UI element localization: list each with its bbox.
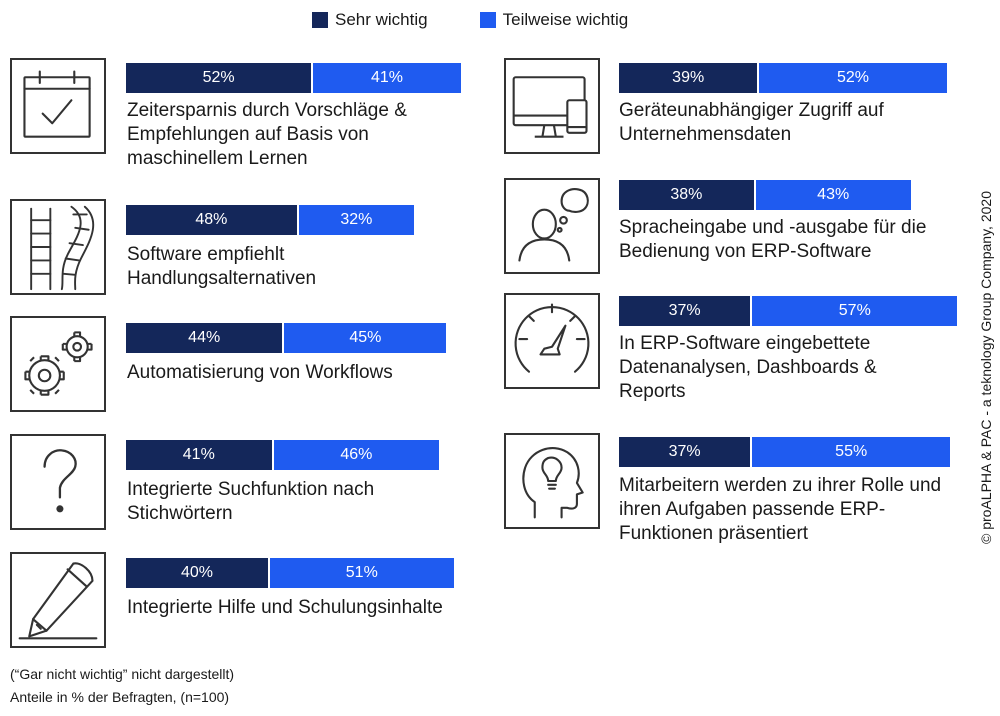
head-bulb-icon: [504, 433, 600, 529]
bar-row: 37% 55%: [619, 437, 951, 467]
legend-item-teilweise: Teilweise wichtig: [479, 10, 629, 30]
bar-segment-teilweise: 45%: [284, 323, 447, 353]
ladder-path-icon: [10, 199, 106, 295]
item-label: Zeitersparnis durch Vorschläge & Empfehl…: [127, 100, 407, 169]
legend: Sehr wichtig Teilweise wichtig: [312, 10, 680, 30]
bar-segment-sehr: 37%: [619, 296, 753, 326]
bar-segment-teilweise: 43%: [755, 180, 911, 210]
bar-segment-sehr: 41%: [126, 440, 274, 470]
bar-row: 38% 43%: [619, 180, 911, 210]
person-speech-icon: [504, 178, 600, 274]
bar-segment-sehr: 48%: [126, 205, 299, 235]
monitor-phone-icon: [504, 58, 600, 154]
bar-segment-sehr: 40%: [126, 558, 270, 588]
item-label: Geräteunabhängiger Zugriff auf Unternehm…: [619, 100, 884, 145]
legend-item-sehr: Sehr wichtig: [312, 10, 428, 30]
footnote-sample: Anteile in % der Befragten, (n=100): [10, 689, 230, 705]
item-label: Integrierte Suchfunktion nach Stichwörte…: [127, 479, 375, 524]
item-label: Mitarbeitern werden zu ihrer Rolle und i…: [619, 475, 942, 544]
item-label: Integrierte Hilfe und Schulungsinhalte: [127, 597, 443, 618]
item-label: Automatisierung von Workflows: [127, 362, 393, 383]
bar-segment-teilweise: 52%: [759, 63, 947, 93]
bar-segment-sehr: 52%: [126, 63, 314, 93]
bar-row: 40% 51%: [126, 558, 454, 588]
question-mark-icon: [10, 434, 106, 530]
calendar-check-icon: [10, 58, 106, 154]
footnote-not-shown: (“Gar nicht wichtig” nicht dargestellt): [10, 666, 235, 682]
bar-segment-sehr: 44%: [126, 323, 285, 353]
item-label: Spracheingabe und -ausgabe für die Bedie…: [619, 217, 927, 262]
pencil-icon: [10, 552, 106, 648]
item-label: In ERP-Software eingebettete Datenanalys…: [619, 333, 877, 402]
bar-segment-teilweise: 41%: [313, 63, 461, 93]
bar-row: 41% 46%: [126, 440, 440, 470]
copyright-note: © proALPHA & PAC - a teknology Group Com…: [978, 191, 994, 544]
bar-segment-teilweise: 57%: [752, 296, 958, 326]
bar-segment-teilweise: 51%: [270, 558, 454, 588]
bar-row: 39% 52%: [619, 63, 947, 93]
bar-row: 48% 32%: [126, 205, 414, 235]
legend-label-teilweise: Teilweise wichtig: [502, 10, 629, 29]
gauge-icon: [504, 293, 600, 389]
bar-row: 37% 57%: [619, 296, 958, 326]
legend-swatch-sehr: [312, 12, 328, 28]
bar-segment-teilweise: 32%: [298, 205, 414, 235]
bar-segment-sehr: 38%: [619, 180, 756, 210]
bar-segment-sehr: 37%: [619, 437, 753, 467]
item-label: Software empfiehlt Handlungsalternativen: [127, 244, 317, 289]
gears-icon: [10, 316, 106, 412]
bar-row: 44% 45%: [126, 323, 447, 353]
bar-segment-sehr: 39%: [619, 63, 760, 93]
bar-row: 52% 41%: [126, 63, 461, 93]
bar-segment-teilweise: 46%: [273, 440, 440, 470]
legend-swatch-teilweise: [479, 12, 496, 28]
legend-label-sehr: Sehr wichtig: [335, 10, 428, 29]
bar-segment-teilweise: 55%: [752, 437, 951, 467]
